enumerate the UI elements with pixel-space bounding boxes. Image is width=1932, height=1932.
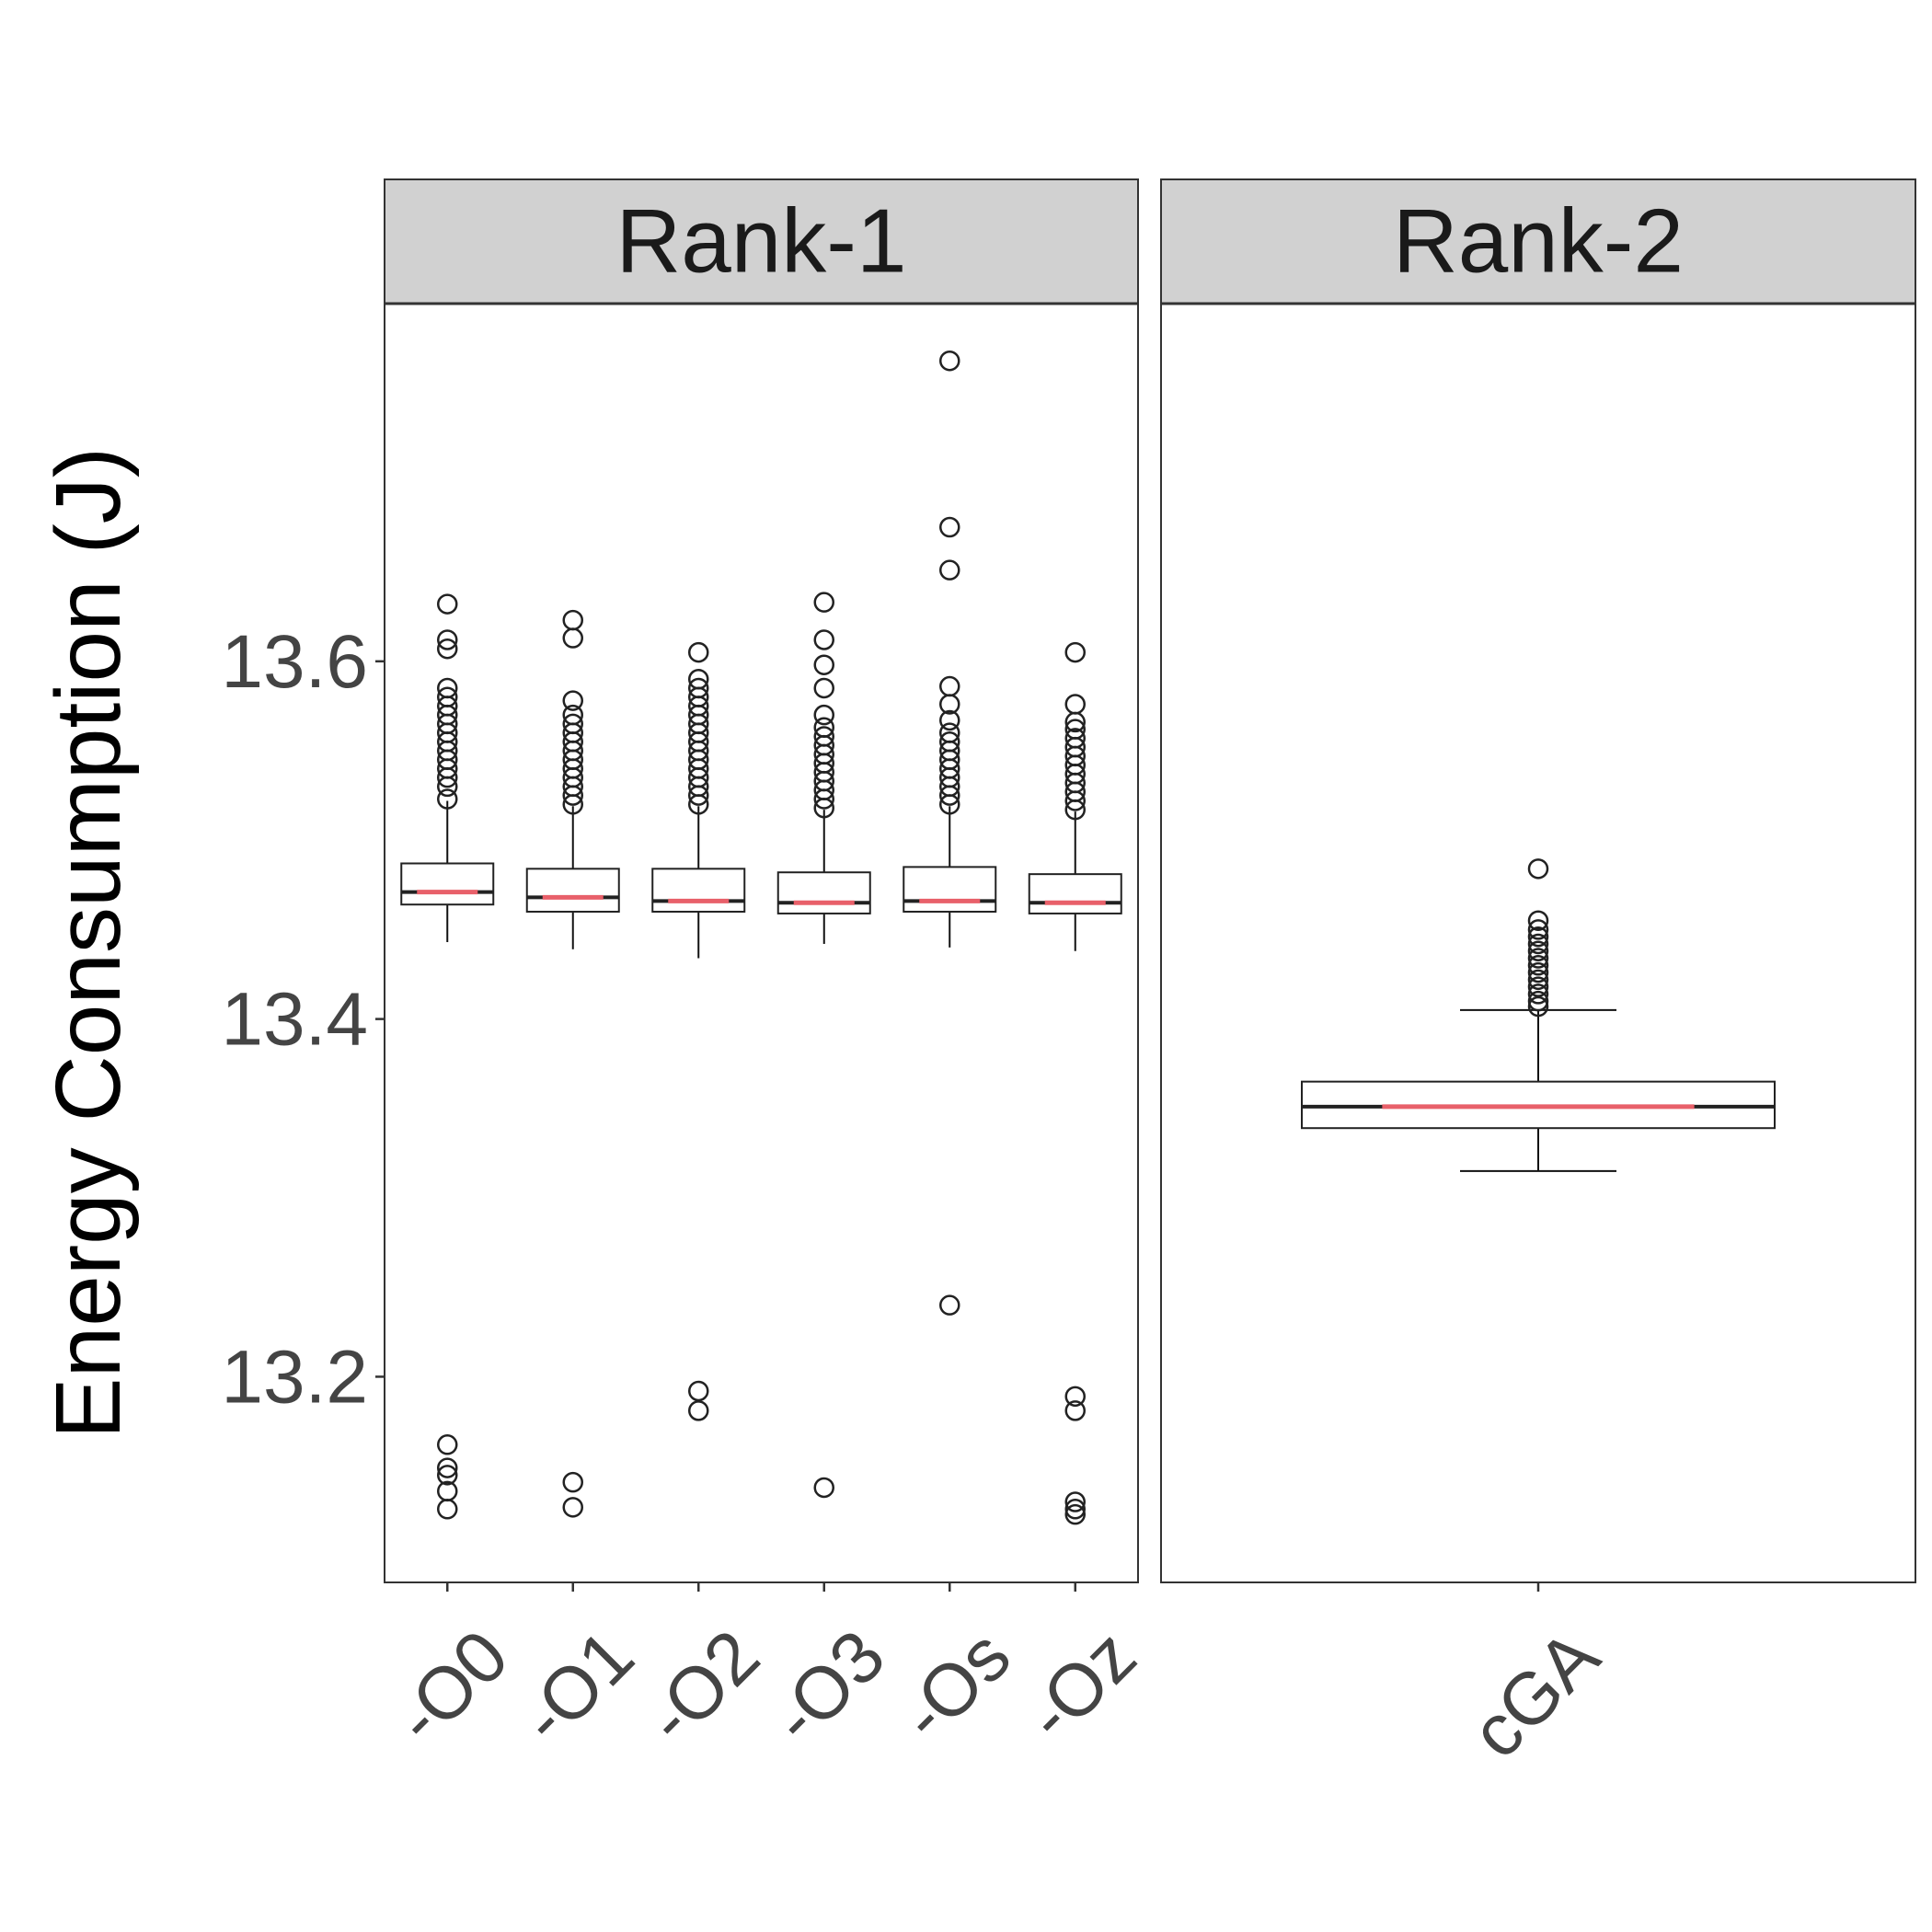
outlier-point: [688, 1400, 709, 1421]
outlier-point: [1527, 961, 1549, 983]
outlier-point: [688, 641, 709, 663]
outlier-point: [437, 788, 458, 810]
outlier-point: [562, 627, 583, 649]
outlier-point: [437, 1480, 458, 1502]
outlier-point: [1527, 858, 1549, 880]
box-cga: cGA: [1301, 858, 1776, 1774]
outlier-point: [688, 1380, 709, 1402]
y-axis-ticks: 13.2 13.4 13.6: [221, 620, 385, 1419]
box-oz: -Oz: [1009, 641, 1151, 1756]
box-o1: -O1: [504, 609, 649, 1759]
y-tick-label: 13.4: [221, 978, 368, 1062]
x-tick-label: -Oz: [1009, 1615, 1151, 1756]
outlier-point: [437, 1499, 458, 1520]
x-tick-label: cGA: [1455, 1614, 1615, 1773]
outlier-point: [939, 350, 960, 372]
box-body: [1028, 873, 1122, 914]
outlier-point: [813, 677, 834, 699]
x-tick-label: -O3: [755, 1615, 900, 1759]
box-body: [651, 868, 746, 913]
box-o3: -O3: [755, 592, 900, 1759]
box-o2: -O2: [630, 641, 775, 1759]
box-body: [903, 866, 997, 913]
outlier-point: [688, 677, 709, 699]
outlier-point: [562, 713, 583, 735]
outlier-point: [437, 1434, 458, 1455]
outlier-point: [437, 1465, 458, 1486]
outlier-point: [1527, 919, 1549, 940]
outlier-point: [688, 669, 709, 690]
outlier-point: [939, 709, 960, 731]
outlier-point: [562, 1497, 583, 1518]
outlier-point: [813, 704, 834, 726]
outlier-point: [1527, 983, 1549, 1005]
box-body: [525, 868, 620, 913]
outlier-point: [939, 1294, 960, 1316]
y-axis-title-group: Energy Consumption (J): [37, 447, 140, 1439]
outlier-point: [813, 1477, 834, 1499]
outlier-point: [1064, 1499, 1086, 1520]
outlier-point: [1064, 1491, 1086, 1512]
outlier-point: [562, 690, 583, 711]
outlier-point: [1527, 933, 1549, 955]
outlier-point: [437, 593, 458, 615]
x-tick-label: -O2: [630, 1615, 775, 1759]
outlier-point: [939, 731, 960, 753]
outlier-point: [1527, 995, 1549, 1018]
outlier-point: [1527, 940, 1549, 961]
outlier-point: [813, 629, 834, 650]
outlier-point: [1527, 990, 1549, 1012]
outlier-point: [1527, 969, 1549, 991]
outlier-point: [939, 675, 960, 697]
outlier-point: [813, 726, 834, 747]
facet-strip-label: Rank-1: [616, 190, 907, 292]
facet-strip: [384, 178, 1139, 305]
outlier-point: [562, 1471, 583, 1493]
outlier-point: [1527, 910, 1549, 931]
outlier-point: [1064, 719, 1086, 740]
outlier-point: [437, 677, 458, 699]
outlier-point: [1064, 1386, 1086, 1408]
outlier-point: [437, 686, 458, 707]
outlier-point: [562, 609, 583, 631]
box-body: [776, 871, 871, 914]
outlier-point: [813, 654, 834, 675]
outlier-point: [813, 592, 834, 613]
facet-strip: [1160, 178, 1916, 305]
outlier-point: [562, 704, 583, 726]
outlier-point: [1064, 728, 1086, 749]
box-os: -Os: [884, 350, 1026, 1756]
facet-panels: Rank-1 -O0-O1-O2-O3-Os-Oz Rank-2 cGA: [379, 178, 1916, 1774]
outlier-point: [1527, 926, 1549, 948]
outlier-point: [1527, 976, 1549, 997]
box-body: [400, 862, 495, 906]
facet-strip-label: Rank-2: [1393, 190, 1684, 292]
outlier-point: [437, 1457, 458, 1478]
facet-panel-rank-1: Rank-1 -O0-O1-O2-O3-Os-Oz: [379, 178, 1151, 1759]
box-o0: -O0: [379, 593, 523, 1759]
x-tick-label: -O0: [379, 1615, 523, 1759]
y-axis-title: Energy Consumption (J): [37, 447, 140, 1439]
outlier-point: [437, 629, 458, 650]
outlier-point: [1527, 955, 1549, 976]
x-tick-label: -Os: [884, 1615, 1026, 1756]
outlier-point: [939, 722, 960, 743]
outlier-point: [1527, 948, 1549, 969]
y-tick-label: 13.6: [221, 620, 368, 704]
x-tick-label: -O1: [504, 1615, 649, 1759]
panel-border: [1160, 303, 1916, 1583]
facet-panel-rank-2: Rank-2 cGA: [1160, 178, 1916, 1774]
outlier-point: [939, 559, 960, 581]
outlier-point: [813, 717, 834, 738]
outlier-point: [437, 638, 458, 660]
outlier-point: [1064, 1503, 1086, 1525]
outlier-point: [1064, 694, 1086, 715]
panel-border: [384, 303, 1139, 1583]
outlier-point: [1064, 1400, 1086, 1421]
y-tick-label: 13.2: [221, 1335, 368, 1419]
outlier-point: [939, 516, 960, 538]
outlier-point: [1064, 641, 1086, 663]
